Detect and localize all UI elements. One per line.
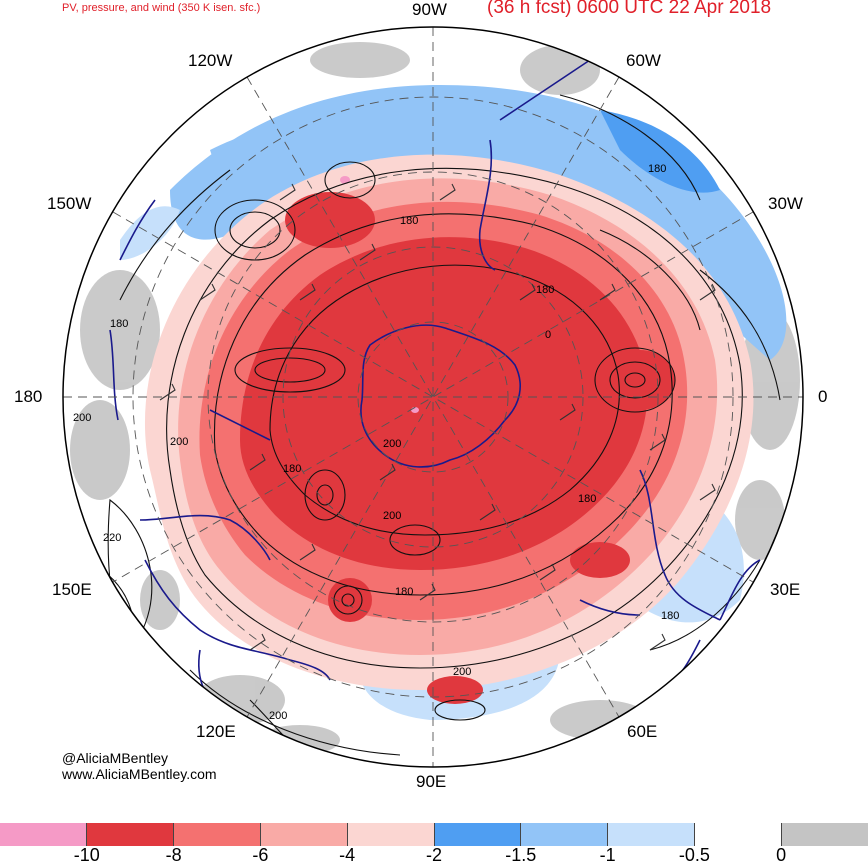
contour-labels: 180 180 180 180 180 180 180 180 200 200 … — [73, 163, 679, 722]
contour-label: 200 — [383, 510, 401, 522]
contour-label: 200 — [269, 710, 287, 722]
contour-label: 180 — [536, 284, 554, 296]
polar-map: 180 180 180 180 180 180 180 180 200 200 … — [62, 26, 804, 768]
lon-label-90w: 90W — [412, 0, 447, 19]
colorbar-swatch — [434, 823, 522, 846]
lon-label-120w: 120W — [188, 51, 233, 70]
contour-label: 200 — [170, 436, 188, 448]
contour-label: 180 — [661, 610, 679, 622]
forecast-time-title: (36 h fcst) 0600 UTC 22 Apr 2018 — [487, 0, 772, 18]
colorbar-swatch — [347, 823, 435, 846]
colorbar-swatch — [86, 823, 174, 846]
lon-label-60e: 60E — [627, 722, 658, 741]
contour-label: 200 — [383, 438, 401, 450]
pressure-contours — [84, 94, 781, 767]
lon-label-180: 180 — [14, 387, 43, 406]
contour-label: 200 — [453, 666, 471, 678]
lon-label-30w: 30W — [768, 194, 803, 213]
contour-label: 180 — [395, 586, 413, 598]
contour-label: 180 — [400, 215, 418, 227]
contour-label: 0 — [545, 329, 551, 341]
lon-label-150e: 150E — [52, 580, 92, 599]
colorbar-tick-label: -4 — [339, 845, 356, 865]
colorbar-tick-label: -0.5 — [678, 845, 710, 865]
contour-label: 180 — [110, 318, 128, 330]
lon-label-30e: 30E — [770, 580, 801, 599]
colorbar-tick-label: -2 — [425, 845, 443, 865]
credit-handle: @AliciaMBentley — [62, 750, 169, 766]
colorbar-swatch — [0, 823, 87, 846]
coastlines — [109, 59, 761, 721]
colorbar-tick-label: -8 — [165, 845, 182, 865]
map-boundary — [62, 26, 804, 768]
colorbar-swatch — [521, 823, 609, 846]
contour-label: 180 — [283, 463, 301, 475]
colorbar-swatch — [260, 823, 348, 846]
colorbar-swatch — [608, 823, 696, 846]
lon-label-90e: 90E — [416, 772, 447, 791]
lon-label-120e: 120E — [196, 722, 236, 741]
colorbar — [0, 823, 868, 846]
lon-label-0: 0 — [818, 387, 828, 406]
latlon-grid — [63, 27, 803, 767]
contour-label: 200 — [73, 412, 91, 424]
lon-label-150w: 150W — [47, 194, 92, 213]
colorbar-swatch — [695, 823, 783, 846]
colorbar-tick-label: -6 — [252, 845, 269, 865]
credit-website: www.AliciaMBentley.com — [62, 766, 217, 782]
lon-label-60w: 60W — [626, 51, 661, 70]
colorbar-tick-label: -10 — [73, 845, 100, 865]
contour-label: 180 — [578, 493, 596, 505]
colorbar-swatch — [173, 823, 261, 846]
wind-barbs — [159, 183, 716, 651]
map-title: PV, pressure, and wind (350 K isen. sfc.… — [62, 2, 261, 14]
colorbar-tick-label: 0 — [776, 845, 787, 865]
colorbar-swatch — [782, 823, 868, 846]
pv-max-spots — [285, 192, 675, 704]
colorbar-tick-label: -1 — [599, 845, 616, 865]
colorbar-tick-label: -1.5 — [505, 845, 537, 865]
contour-label: 220 — [103, 532, 121, 544]
contour-label: 180 — [648, 163, 666, 175]
